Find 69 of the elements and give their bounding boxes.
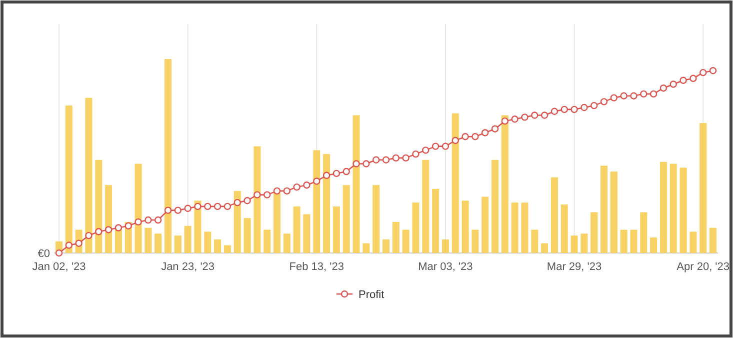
bar — [482, 196, 489, 253]
bar — [164, 59, 172, 253]
x-tick-label: Apr 20, '23 — [676, 261, 730, 273]
bar — [442, 239, 449, 253]
bar — [531, 230, 538, 253]
bar — [550, 177, 558, 253]
bar — [412, 202, 420, 253]
bar — [422, 160, 430, 253]
bar — [670, 164, 677, 253]
bar — [313, 150, 320, 253]
bar — [570, 236, 578, 253]
bar — [254, 146, 261, 253]
bar — [650, 237, 658, 253]
bar — [630, 230, 638, 253]
bar — [511, 202, 518, 253]
bar — [244, 218, 251, 253]
bar — [452, 113, 459, 253]
bar — [332, 206, 340, 253]
bar — [492, 160, 498, 253]
bar — [640, 212, 648, 253]
bar — [382, 239, 390, 253]
bar — [710, 228, 716, 253]
bar — [660, 162, 667, 253]
bar — [204, 232, 212, 253]
bar — [224, 245, 231, 253]
bar — [690, 232, 697, 253]
bar — [293, 206, 300, 253]
bar — [144, 228, 152, 253]
bar — [154, 234, 162, 253]
bar — [501, 115, 508, 253]
x-tick-label: Mar 03, '23 — [418, 261, 473, 273]
bar — [620, 230, 628, 253]
bar — [600, 166, 608, 253]
bar — [590, 212, 598, 253]
bar — [342, 185, 350, 253]
x-tick-label: Jan 23, '23 — [161, 261, 215, 273]
bar — [580, 234, 588, 253]
bar — [303, 214, 310, 253]
bar — [283, 234, 290, 253]
bar — [541, 243, 548, 253]
bar — [323, 154, 330, 253]
bar — [85, 98, 92, 253]
x-tick-label: Mar 29, '23 — [546, 261, 602, 273]
text: €0 — [38, 248, 50, 260]
bar — [402, 230, 410, 253]
bar — [214, 239, 222, 253]
bar — [264, 230, 271, 253]
bar — [560, 204, 568, 253]
bar — [372, 185, 380, 253]
legend-label: Profit — [358, 289, 384, 301]
bar — [472, 230, 479, 253]
bar — [234, 190, 241, 253]
bar — [432, 188, 440, 253]
bar — [184, 226, 192, 253]
bar — [134, 164, 142, 253]
bar — [65, 106, 72, 253]
bar — [95, 160, 102, 253]
bar — [174, 236, 182, 253]
bar — [700, 123, 707, 253]
x-tick-label: Jan 02, '23 — [32, 261, 86, 273]
bar — [352, 115, 360, 253]
bar — [680, 168, 687, 253]
bar — [362, 243, 370, 253]
bar — [610, 172, 618, 253]
bar — [521, 202, 528, 253]
bar — [392, 222, 400, 253]
x-tick-label: Feb 13, '23 — [289, 261, 344, 273]
bar — [105, 185, 112, 253]
bar — [462, 200, 469, 253]
